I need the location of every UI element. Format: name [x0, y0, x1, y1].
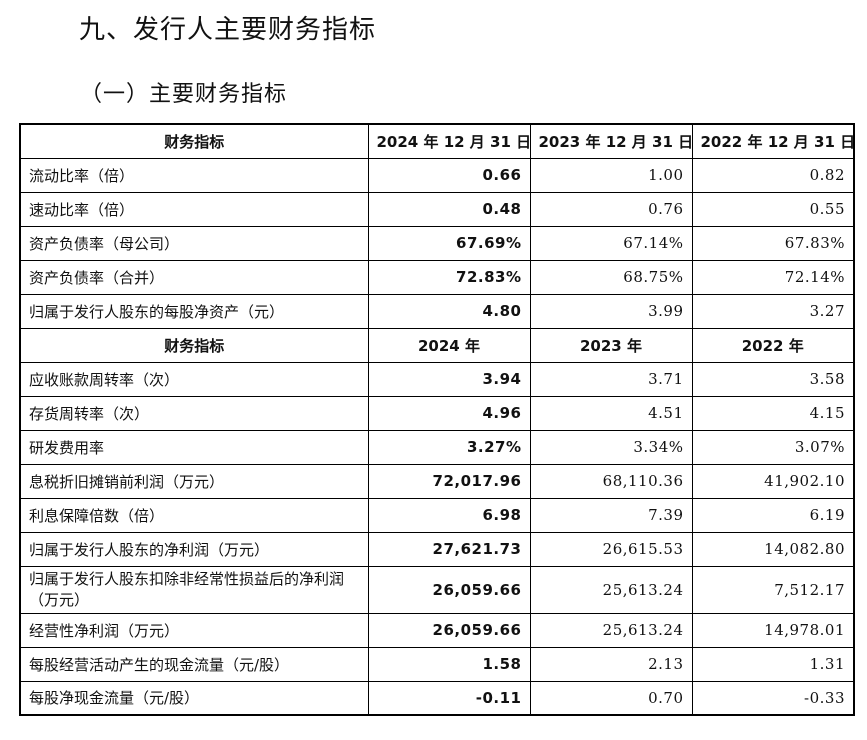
value-2023: 68.75%: [529, 259, 693, 295]
value-2024: 0.66: [367, 157, 531, 193]
row-label: 归属于发行人股东的净利润（万元）: [19, 531, 369, 567]
table-row: 速动比率（倍） 0.48 0.76 0.55: [19, 191, 855, 227]
row-label: 存货周转率（次）: [19, 395, 369, 431]
table-row: 利息保障倍数（倍） 6.98 7.39 6.19: [19, 497, 855, 533]
value-2023: 2.13: [529, 646, 693, 682]
row-label: 应收账款周转率（次）: [19, 361, 369, 397]
value-2022: 6.19: [691, 497, 855, 533]
value-2022: -0.33: [691, 680, 855, 716]
value-2022: 72.14%: [691, 259, 855, 295]
table-header-row: 财务指标 2024 年 12 月 31 日 2023 年 12 月 31 日 2…: [19, 123, 855, 159]
table-row: 每股净现金流量（元/股） -0.11 0.70 -0.33: [19, 680, 855, 716]
value-2024: 4.80: [367, 293, 531, 329]
value-2024: 72.83%: [367, 259, 531, 295]
value-2023: 7.39: [529, 497, 693, 533]
value-2024: 67.69%: [367, 225, 531, 261]
value-2023: 1.00: [529, 157, 693, 193]
column-header-indicator: 财务指标: [19, 123, 369, 159]
value-2022: 41,902.10: [691, 463, 855, 499]
row-label: 经营性净利润（万元）: [19, 612, 369, 648]
page-title: 九、发行人主要财务指标: [79, 15, 377, 45]
column-header-2023: 2023 年 12 月 31 日: [529, 123, 693, 159]
value-2024: 4.96: [367, 395, 531, 431]
table-subheader-row: 财务指标 2024 年 2023 年 2022 年: [19, 327, 855, 363]
value-2024: 72,017.96: [367, 463, 531, 499]
section-subtitle: （一）主要财务指标: [80, 82, 288, 107]
value-2022: 0.82: [691, 157, 855, 193]
value-2024: 27,621.73: [367, 531, 531, 567]
table-row: 资产负债率（合并） 72.83% 68.75% 72.14%: [19, 259, 855, 295]
table-row: 流动比率（倍） 0.66 1.00 0.82: [19, 157, 855, 193]
row-label: 归属于发行人股东的每股净资产（元）: [19, 293, 369, 329]
value-2023: 3.71: [529, 361, 693, 397]
row-label: 流动比率（倍）: [19, 157, 369, 193]
column-header-2022: 2022 年: [691, 327, 855, 363]
column-header-2022: 2022 年 12 月 31 日: [691, 123, 855, 159]
table-row: 归属于发行人股东的每股净资产（元） 4.80 3.99 3.27: [19, 293, 855, 329]
row-label: 息税折旧摊销前利润（万元）: [19, 463, 369, 499]
table-row: 资产负债率（母公司） 67.69% 67.14% 67.83%: [19, 225, 855, 261]
row-label: 速动比率（倍）: [19, 191, 369, 227]
financial-indicators-table: 财务指标 2024 年 12 月 31 日 2023 年 12 月 31 日 2…: [19, 123, 855, 716]
row-label: 归属于发行人股东扣除非经常性损益后的净利润（万元）: [19, 565, 369, 614]
value-2024: 26,059.66: [367, 612, 531, 648]
table-row: 息税折旧摊销前利润（万元） 72,017.96 68,110.36 41,902…: [19, 463, 855, 499]
value-2023: 3.34%: [529, 429, 693, 465]
value-2022: 14,082.80: [691, 531, 855, 567]
table-row: 归属于发行人股东扣除非经常性损益后的净利润（万元） 26,059.66 25,6…: [19, 565, 855, 614]
value-2023: 25,613.24: [529, 565, 693, 614]
value-2023: 0.70: [529, 680, 693, 716]
table-row: 研发费用率 3.27% 3.34% 3.07%: [19, 429, 855, 465]
value-2023: 3.99: [529, 293, 693, 329]
value-2024: 26,059.66: [367, 565, 531, 614]
table-row: 每股经营活动产生的现金流量（元/股） 1.58 2.13 1.31: [19, 646, 855, 682]
value-2023: 67.14%: [529, 225, 693, 261]
row-label: 利息保障倍数（倍）: [19, 497, 369, 533]
value-2024: 3.27%: [367, 429, 531, 465]
table-row: 存货周转率（次） 4.96 4.51 4.15: [19, 395, 855, 431]
value-2023: 4.51: [529, 395, 693, 431]
value-2023: 26,615.53: [529, 531, 693, 567]
row-label: 研发费用率: [19, 429, 369, 465]
row-label: 每股净现金流量（元/股）: [19, 680, 369, 716]
value-2022: 4.15: [691, 395, 855, 431]
table-row: 经营性净利润（万元） 26,059.66 25,613.24 14,978.01: [19, 612, 855, 648]
column-header-indicator: 财务指标: [19, 327, 369, 363]
value-2022: 67.83%: [691, 225, 855, 261]
value-2024: -0.11: [367, 680, 531, 716]
value-2022: 7,512.17: [691, 565, 855, 614]
value-2022: 3.07%: [691, 429, 855, 465]
value-2022: 0.55: [691, 191, 855, 227]
value-2024: 3.94: [367, 361, 531, 397]
table-row: 归属于发行人股东的净利润（万元） 27,621.73 26,615.53 14,…: [19, 531, 855, 567]
value-2023: 68,110.36: [529, 463, 693, 499]
column-header-2024: 2024 年: [367, 327, 531, 363]
table-row: 应收账款周转率（次） 3.94 3.71 3.58: [19, 361, 855, 397]
row-label: 每股经营活动产生的现金流量（元/股）: [19, 646, 369, 682]
value-2023: 0.76: [529, 191, 693, 227]
value-2024: 1.58: [367, 646, 531, 682]
row-label: 资产负债率（合并）: [19, 259, 369, 295]
value-2023: 25,613.24: [529, 612, 693, 648]
value-2024: 6.98: [367, 497, 531, 533]
column-header-2024: 2024 年 12 月 31 日: [367, 123, 531, 159]
value-2022: 1.31: [691, 646, 855, 682]
value-2022: 14,978.01: [691, 612, 855, 648]
value-2024: 0.48: [367, 191, 531, 227]
row-label: 资产负债率（母公司）: [19, 225, 369, 261]
column-header-2023: 2023 年: [529, 327, 693, 363]
value-2022: 3.58: [691, 361, 855, 397]
value-2022: 3.27: [691, 293, 855, 329]
